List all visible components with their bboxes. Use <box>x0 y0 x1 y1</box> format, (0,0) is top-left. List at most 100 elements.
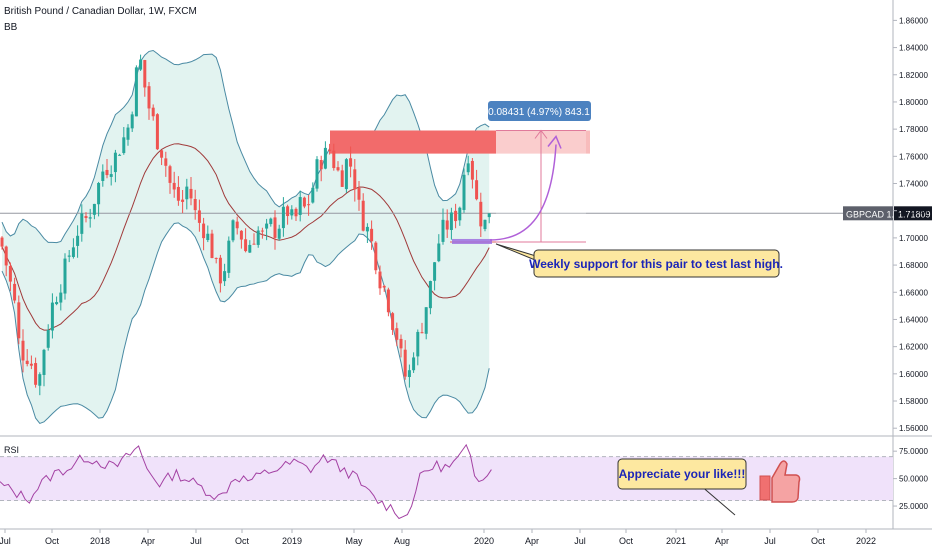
candle-body <box>479 201 483 227</box>
time-tick-label: 2021 <box>666 536 686 546</box>
time-tick-label: Apr <box>715 536 729 546</box>
price-tick-label: 1.66000 <box>899 288 928 297</box>
target-zone <box>496 130 590 154</box>
price-tick-label: 1.74000 <box>899 180 928 189</box>
time-tick-label: Oct <box>811 536 826 546</box>
candle-body <box>76 235 80 246</box>
thumbs-up-icon <box>759 460 801 503</box>
candle-body <box>97 183 101 205</box>
bb-upper-band <box>1 49 490 244</box>
time-tick-label: Jul <box>574 536 586 546</box>
candle-body <box>277 228 281 239</box>
candle-body <box>109 174 113 177</box>
candle-body <box>29 363 33 366</box>
candle-body <box>55 302 59 305</box>
time-tick-label: 2020 <box>474 536 494 546</box>
candle-body <box>105 169 109 176</box>
time-tick-label: 2022 <box>856 536 876 546</box>
candle-body <box>433 262 437 281</box>
candle-body <box>155 114 159 150</box>
time-tick-label: Oct <box>235 536 250 546</box>
measure-label: 0.08431 (4.97%) 843.1 <box>488 107 590 118</box>
candle-body <box>168 166 172 183</box>
candle-body <box>231 220 235 241</box>
candle-body <box>281 206 285 229</box>
rsi-line <box>0 443 492 520</box>
candle-body <box>189 188 193 199</box>
candle-body <box>63 258 67 294</box>
bb-lower-band <box>1 222 490 425</box>
projection-arrow-head <box>547 135 562 149</box>
measure-arrow-head <box>534 129 548 139</box>
symbol-tag: GBPCAD 1.75% <box>846 209 912 219</box>
candle-body <box>118 154 122 156</box>
price-tick-label: 1.58000 <box>899 397 928 406</box>
candle-body <box>349 158 353 167</box>
candle-body <box>244 239 248 252</box>
candle-body <box>286 206 290 217</box>
candle-body <box>197 210 201 223</box>
last-price-tag-bg <box>894 206 932 221</box>
price-tick-label: 1.62000 <box>899 343 928 352</box>
candle-body <box>218 257 222 284</box>
candle-body <box>382 285 386 288</box>
candle-body <box>0 237 4 247</box>
rsi-band <box>0 456 893 501</box>
price-axis: 1.86000 1.84000 1.82000 1.80000 1.78000 1.760… <box>893 16 928 511</box>
candle-body <box>466 163 470 173</box>
candle-body <box>462 174 466 210</box>
price-tick-label: 1.78000 <box>899 125 928 134</box>
candle-body <box>210 233 214 259</box>
price-tick-label: 1.86000 <box>899 16 928 25</box>
candle-body <box>475 180 479 200</box>
price-tick-label: 1.56000 <box>899 424 928 433</box>
candle-body <box>399 338 403 349</box>
symbol-tag-bg <box>843 206 893 221</box>
candle-body <box>176 186 180 201</box>
candle-body <box>265 223 269 229</box>
like-callout-pointer <box>699 484 736 516</box>
candle-body <box>13 283 17 301</box>
candle-body <box>307 204 311 206</box>
candle-body <box>353 169 357 190</box>
time-tick-label: Jul <box>190 536 202 546</box>
candle-body <box>101 171 105 181</box>
candle-body <box>126 127 130 140</box>
time-tick-label: 2018 <box>90 536 110 546</box>
candle-body <box>46 329 50 348</box>
candle-body <box>395 328 399 340</box>
time-tick-label: Jul <box>0 536 11 546</box>
candle-body <box>8 265 12 282</box>
rsi-layer <box>0 443 893 520</box>
candle-body <box>17 302 21 339</box>
candle-body <box>59 292 63 303</box>
time-tick-label: Oct <box>45 536 60 546</box>
candle-body <box>185 186 189 200</box>
candle-body <box>239 230 243 240</box>
rsi-pane-label: RSI <box>4 445 19 455</box>
candle-body <box>458 207 462 221</box>
candle-body <box>134 67 138 117</box>
zone-layer <box>0 130 893 214</box>
candle-body <box>143 60 147 88</box>
candle-body <box>361 200 365 231</box>
candle-body <box>42 349 46 375</box>
candle-body <box>336 167 340 171</box>
price-tick-label: 1.84000 <box>899 44 928 53</box>
indicator-label: BB <box>4 22 18 33</box>
last-price-tag: 1.71809 <box>898 209 931 219</box>
annotations: 0.08431 (4.97%) 843.1 Weekly support for … <box>450 101 932 516</box>
candle-body <box>323 147 327 169</box>
candle-body <box>391 313 395 330</box>
candle-body <box>403 349 407 377</box>
candle-body <box>38 374 42 386</box>
candle-body <box>92 203 96 215</box>
resistance-zone <box>330 130 496 154</box>
candle-body <box>88 217 92 219</box>
candle-body <box>139 59 143 70</box>
candle-body <box>374 242 378 271</box>
time-tick-label: Apr <box>141 536 155 546</box>
candle-body <box>193 198 197 211</box>
measure-label-bg <box>488 101 591 121</box>
